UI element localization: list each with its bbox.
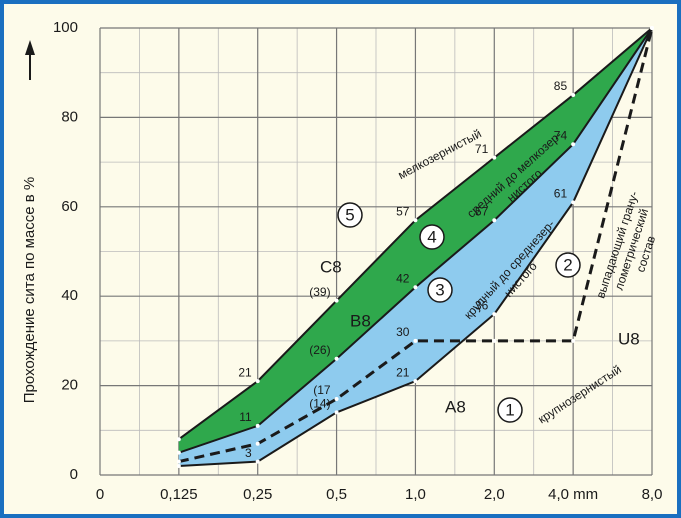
zone-circle — [419, 224, 445, 250]
point — [255, 459, 260, 464]
point — [176, 437, 181, 442]
x-tick-label: 0,5 — [326, 486, 347, 503]
point — [255, 423, 260, 428]
value-label: (17 — [313, 383, 331, 397]
zone-fill — [178, 28, 652, 453]
value-label: 36 — [475, 298, 489, 312]
zone-number: 1 — [505, 400, 514, 419]
y-tick-label: 0 — [70, 466, 78, 483]
point — [492, 338, 497, 343]
y-arrow-head — [25, 40, 35, 55]
point — [492, 155, 497, 160]
zone-number: 5 — [345, 205, 354, 224]
value-label: 85 — [554, 79, 568, 93]
series-label: A8 — [445, 397, 466, 416]
y-tick-label: 60 — [61, 198, 78, 215]
y-axis-label: Прохождение сита по массе в % — [21, 177, 38, 403]
point — [413, 285, 418, 290]
point — [571, 142, 576, 147]
value-label: 30 — [396, 325, 410, 339]
value-label: (26) — [309, 343, 330, 357]
x-tick-label: 4,0 mm — [548, 486, 598, 503]
point — [255, 441, 260, 446]
point — [334, 298, 339, 303]
value-label: 61 — [554, 187, 568, 201]
y-tick-label: 20 — [61, 377, 78, 394]
series-label: C8 — [320, 257, 342, 276]
zone-circle — [497, 397, 523, 423]
point — [413, 379, 418, 384]
point — [571, 200, 576, 205]
point — [334, 410, 339, 415]
zone-circle — [555, 252, 581, 278]
point — [492, 218, 497, 223]
zone-circle — [427, 277, 453, 303]
x-tick-label: 0,125 — [160, 486, 198, 503]
value-label: 42 — [396, 271, 410, 285]
value-label: 71 — [475, 142, 489, 156]
point — [571, 338, 576, 343]
zone-number: 2 — [563, 255, 572, 274]
zone-fill — [178, 28, 652, 467]
value-label: 57 — [396, 204, 410, 218]
point — [334, 356, 339, 361]
value-label: 57 — [475, 204, 489, 218]
x-tick-label: 0 — [96, 486, 104, 503]
point — [176, 464, 181, 469]
x-tick-label: 0,25 — [243, 486, 272, 503]
point — [413, 218, 418, 223]
x-tick-label: 2,0 — [484, 486, 505, 503]
value-label: (14) — [309, 397, 330, 411]
point — [571, 93, 576, 98]
zone-number: 4 — [427, 227, 436, 246]
y-tick-label: 40 — [61, 287, 78, 304]
point — [492, 312, 497, 317]
value-label: 11 — [239, 410, 252, 424]
value-label: 21 — [396, 365, 410, 379]
series-label: B8 — [350, 311, 371, 330]
value-label: 21 — [238, 365, 252, 379]
value-label: (39) — [309, 285, 330, 299]
point — [176, 450, 181, 455]
x-tick-label: 8,0 — [642, 486, 663, 503]
y-tick-label: 100 — [53, 19, 78, 36]
zone-number: 3 — [435, 280, 444, 299]
y-tick-label: 80 — [61, 108, 78, 125]
point — [176, 459, 181, 464]
point — [413, 338, 418, 343]
value-label: 74 — [554, 128, 568, 142]
point — [650, 26, 654, 30]
zone-circle — [337, 202, 363, 228]
value-label: 3 — [245, 446, 252, 460]
x-tick-label: 1,0 — [405, 486, 426, 503]
point — [255, 379, 260, 384]
series-label: U8 — [618, 329, 640, 348]
point — [334, 397, 339, 402]
